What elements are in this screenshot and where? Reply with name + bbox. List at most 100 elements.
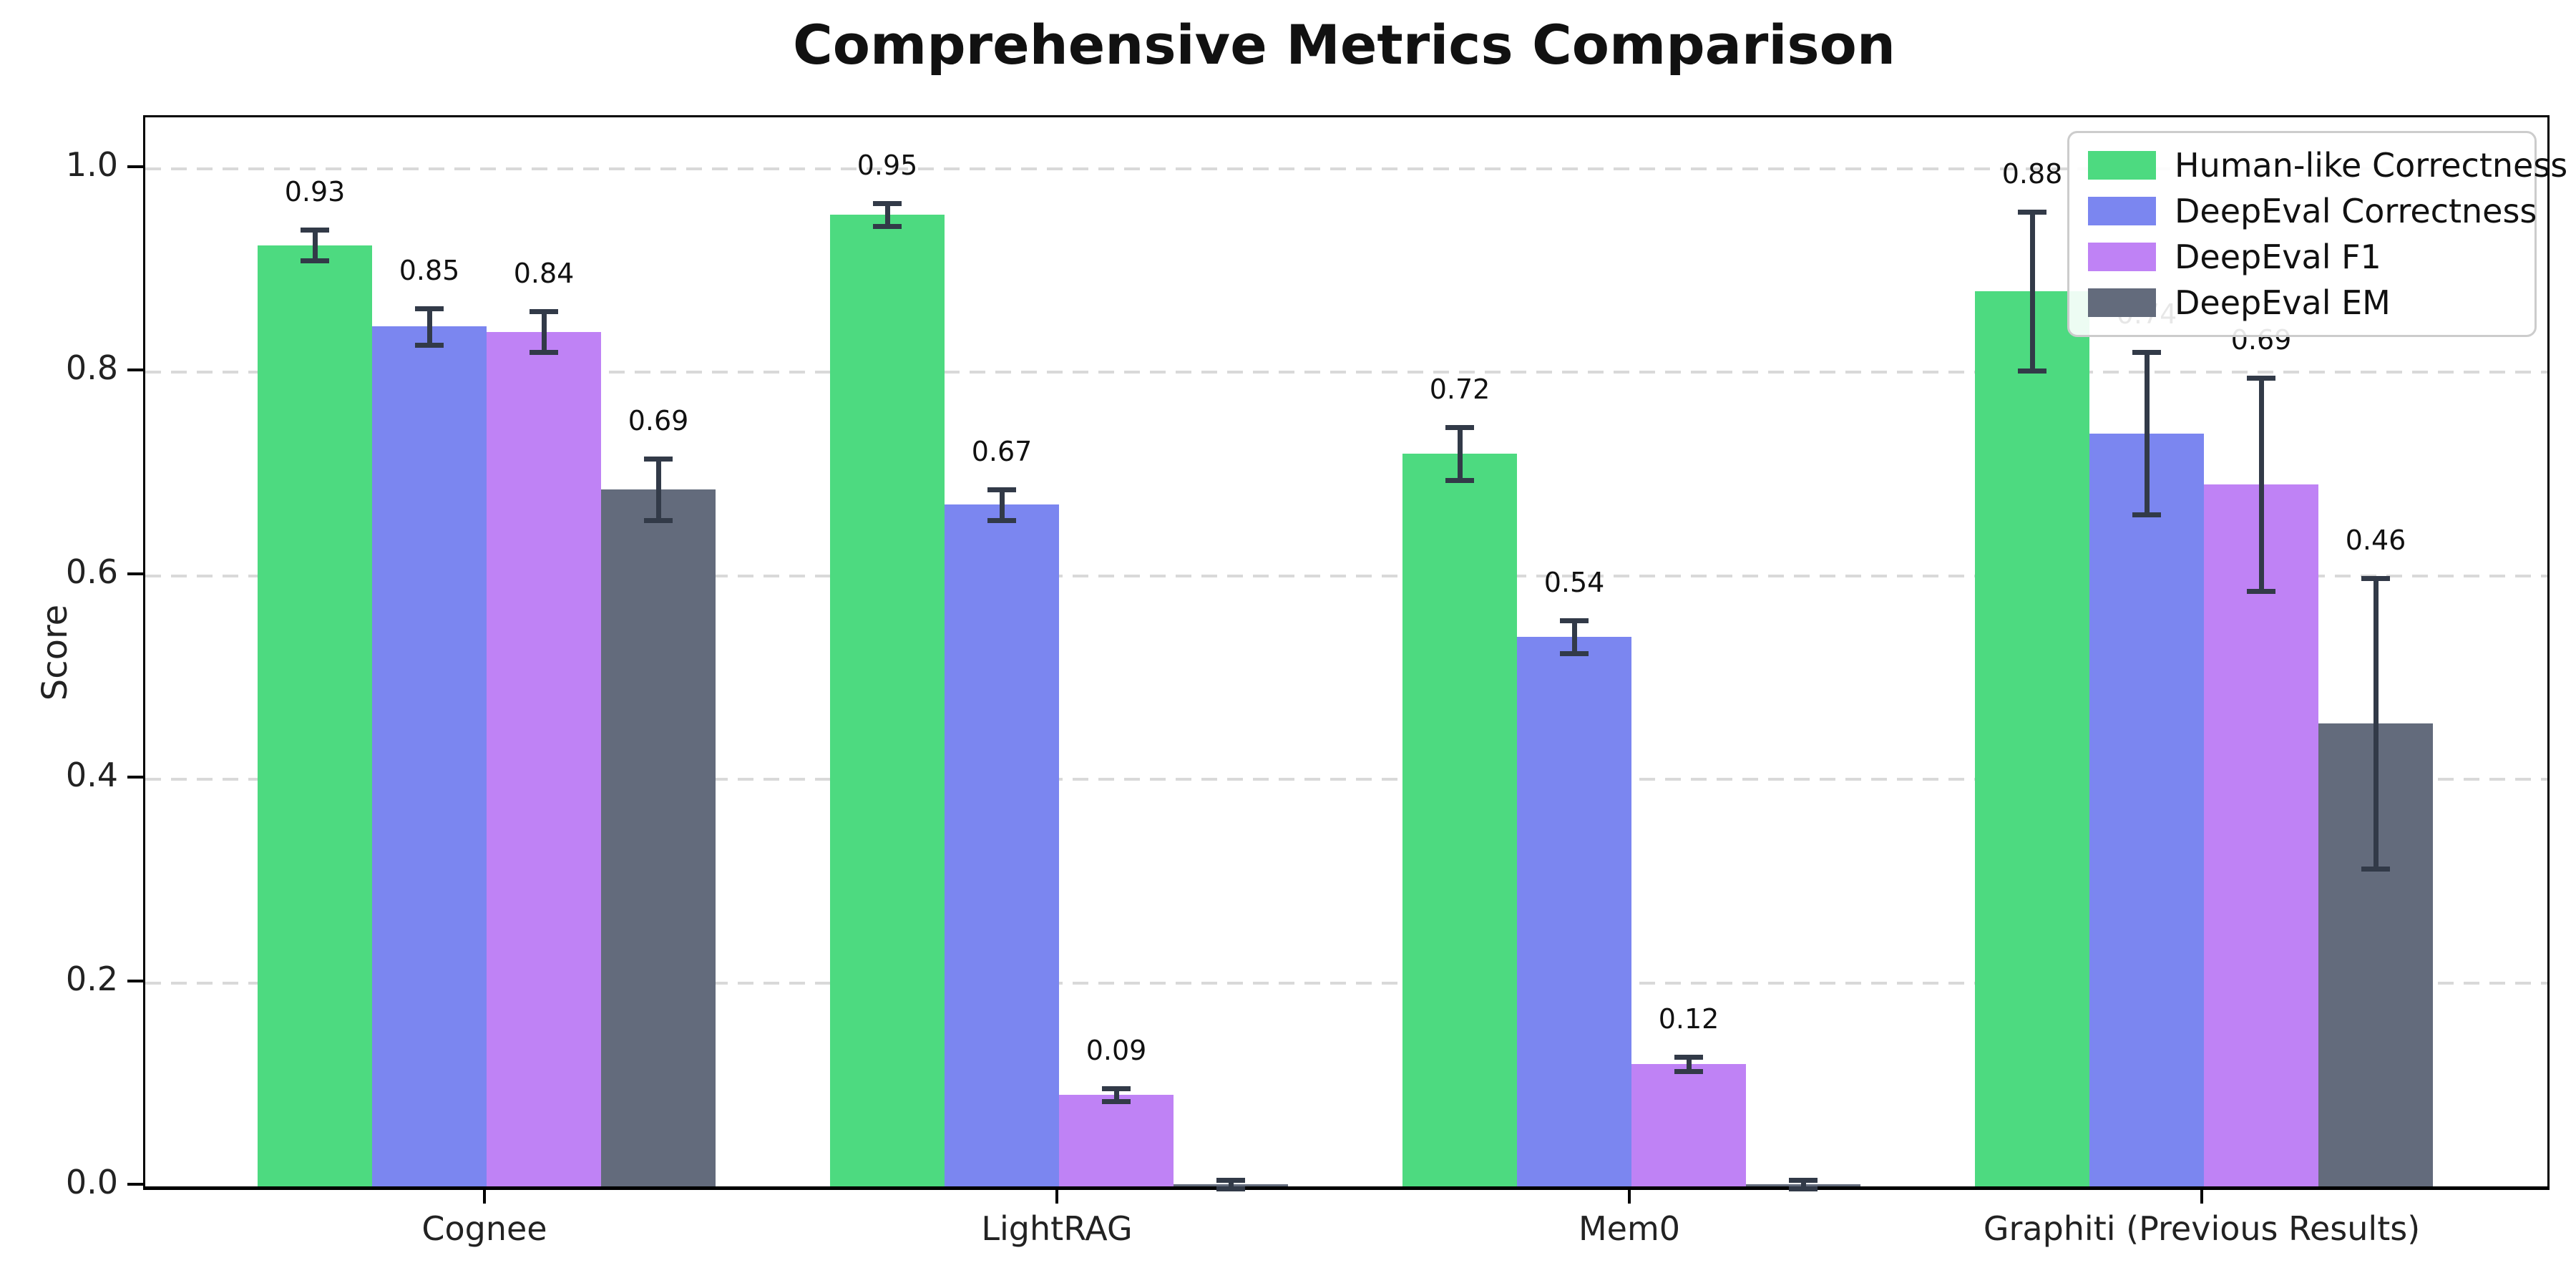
gridline-0.6 [145, 574, 2547, 577]
error-bar-cap-top [2247, 375, 2275, 381]
error-bar-line [1113, 1088, 1119, 1101]
error-bar-line [884, 203, 890, 226]
error-bar-line [1800, 1180, 1806, 1189]
y-tick-label-0.8: 0.8 [65, 348, 118, 388]
bar-deepeval-f1-3 [2204, 484, 2318, 1186]
legend-row-0: Human-like Correctness [2088, 146, 2567, 185]
error-bar-line [426, 308, 432, 345]
error-bar-cap-top [644, 457, 673, 462]
error-bar-line [312, 230, 318, 260]
error-bar-cap-bottom [644, 517, 673, 523]
y-tick-mark-0.4 [127, 776, 143, 779]
error-bar-line [1571, 620, 1577, 653]
legend-label: DeepEval EM [2175, 283, 2391, 322]
error-bar-cap-top [1560, 618, 1589, 624]
error-bar-cap-top [2018, 209, 2046, 215]
y-tick-mark-0.6 [127, 572, 143, 575]
error-bar-line [2029, 211, 2035, 371]
error-bar-cap-bottom [1674, 1069, 1703, 1075]
legend-label: Human-like Correctness [2175, 146, 2568, 185]
error-bar-cap-bottom [1789, 1186, 1818, 1191]
bar-value-label: 0.88 [2001, 157, 2063, 190]
error-bar-line [2144, 351, 2150, 515]
legend-swatch-icon [2088, 288, 2156, 317]
error-bar-cap-top [1674, 1055, 1703, 1060]
error-bar-cap-bottom [415, 343, 444, 348]
legend-row-1: DeepEval Correctness [2088, 192, 2537, 230]
error-bar-cap-bottom [2132, 512, 2161, 518]
bar-value-label: 0.67 [971, 435, 1033, 467]
bar-value-label: 0.95 [857, 150, 918, 182]
legend-swatch-icon [2088, 151, 2156, 180]
y-tick-label-1.0: 1.0 [65, 145, 118, 184]
error-bar-cap-bottom [987, 517, 1016, 523]
bar-value-label: 0.93 [284, 176, 346, 208]
bar-human-like-correctness-1 [830, 214, 945, 1186]
error-bar-cap-bottom [530, 349, 558, 355]
legend-label: DeepEval Correctness [2175, 192, 2537, 230]
error-bar-line [1686, 1057, 1692, 1072]
bar-deepeval-correctness-0 [372, 326, 487, 1186]
legend-swatch-icon [2088, 197, 2156, 225]
error-bar-line [1228, 1180, 1234, 1189]
bar-deepeval-f1-1 [1059, 1095, 1174, 1186]
error-bar-line [655, 459, 661, 520]
x-tick-mark-1 [1055, 1188, 1058, 1204]
bar-deepeval-f1-0 [487, 331, 601, 1186]
error-bar-cap-top [2132, 349, 2161, 355]
x-tick-label-3: Graphiti (Previous Results) [1983, 1209, 2421, 1248]
gridline-0.4 [145, 778, 2547, 781]
x-tick-mark-0 [483, 1188, 486, 1204]
legend-label: DeepEval F1 [2175, 238, 2381, 276]
bar-value-label: 0.09 [1085, 1035, 1147, 1067]
legend-row-2: DeepEval F1 [2088, 238, 2516, 276]
error-bar-cap-bottom [1445, 478, 1474, 484]
error-bar-cap-top [2361, 575, 2390, 581]
error-bar-line [999, 489, 1005, 520]
error-bar-line [2373, 577, 2379, 869]
y-tick-label-0.0: 0.0 [65, 1163, 118, 1201]
error-bar-cap-bottom [873, 223, 902, 229]
error-bar-cap-bottom [2361, 867, 2390, 872]
bar-value-label: 0.12 [1658, 1003, 1719, 1035]
y-tick-label-0.4: 0.4 [65, 756, 118, 795]
gridline-0.2 [145, 981, 2547, 985]
y-tick-label-0.2: 0.2 [65, 959, 118, 998]
error-bar-cap-bottom [2018, 368, 2046, 374]
x-tick-label-2: Mem0 [1578, 1209, 1681, 1248]
bar-deepeval-correctness-3 [2089, 433, 2204, 1186]
bar-value-label: 0.54 [1543, 567, 1605, 599]
legend: Human-like Correctness DeepEval Correctne… [2067, 131, 2567, 337]
error-bar-line [2258, 377, 2264, 592]
bar-deepeval-correctness-2 [1517, 637, 1631, 1186]
error-bar-cap-bottom [1560, 650, 1589, 656]
bar-deepeval-em-0 [601, 489, 716, 1186]
error-bar-cap-top [530, 309, 558, 315]
bar-human-like-correctness-2 [1402, 454, 1517, 1186]
error-bar-cap-top [873, 201, 902, 207]
chart-title: Comprehensive Metrics Comparison [793, 13, 1896, 77]
error-bar-line [1457, 427, 1463, 481]
bar-deepeval-f1-2 [1631, 1064, 1746, 1186]
legend-row-3: DeepEval EM [2088, 283, 2516, 322]
gridline-0.8 [145, 371, 2547, 374]
error-bar-cap-top [1789, 1178, 1818, 1184]
error-bar-cap-bottom [1216, 1186, 1245, 1191]
error-bar-cap-bottom [1102, 1098, 1131, 1104]
bar-human-like-correctness-0 [258, 245, 372, 1186]
error-bar-cap-top [415, 306, 444, 311]
error-bar-cap-top [1102, 1086, 1131, 1092]
bar-value-label: 0.72 [1429, 374, 1491, 406]
bar-value-label: 0.46 [2345, 524, 2406, 556]
y-tick-mark-0.0 [127, 1183, 143, 1186]
error-bar-cap-top [1445, 425, 1474, 431]
bar-value-label: 0.85 [399, 254, 460, 286]
x-tick-label-0: Cognee [421, 1209, 547, 1248]
bar-human-like-correctness-3 [1975, 291, 2089, 1186]
error-bar-cap-bottom [301, 258, 329, 263]
error-bar-cap-bottom [2247, 589, 2275, 595]
y-axis-label: Score [35, 604, 75, 701]
error-bar-cap-top [1216, 1178, 1245, 1184]
y-tick-mark-1.0 [127, 165, 143, 168]
